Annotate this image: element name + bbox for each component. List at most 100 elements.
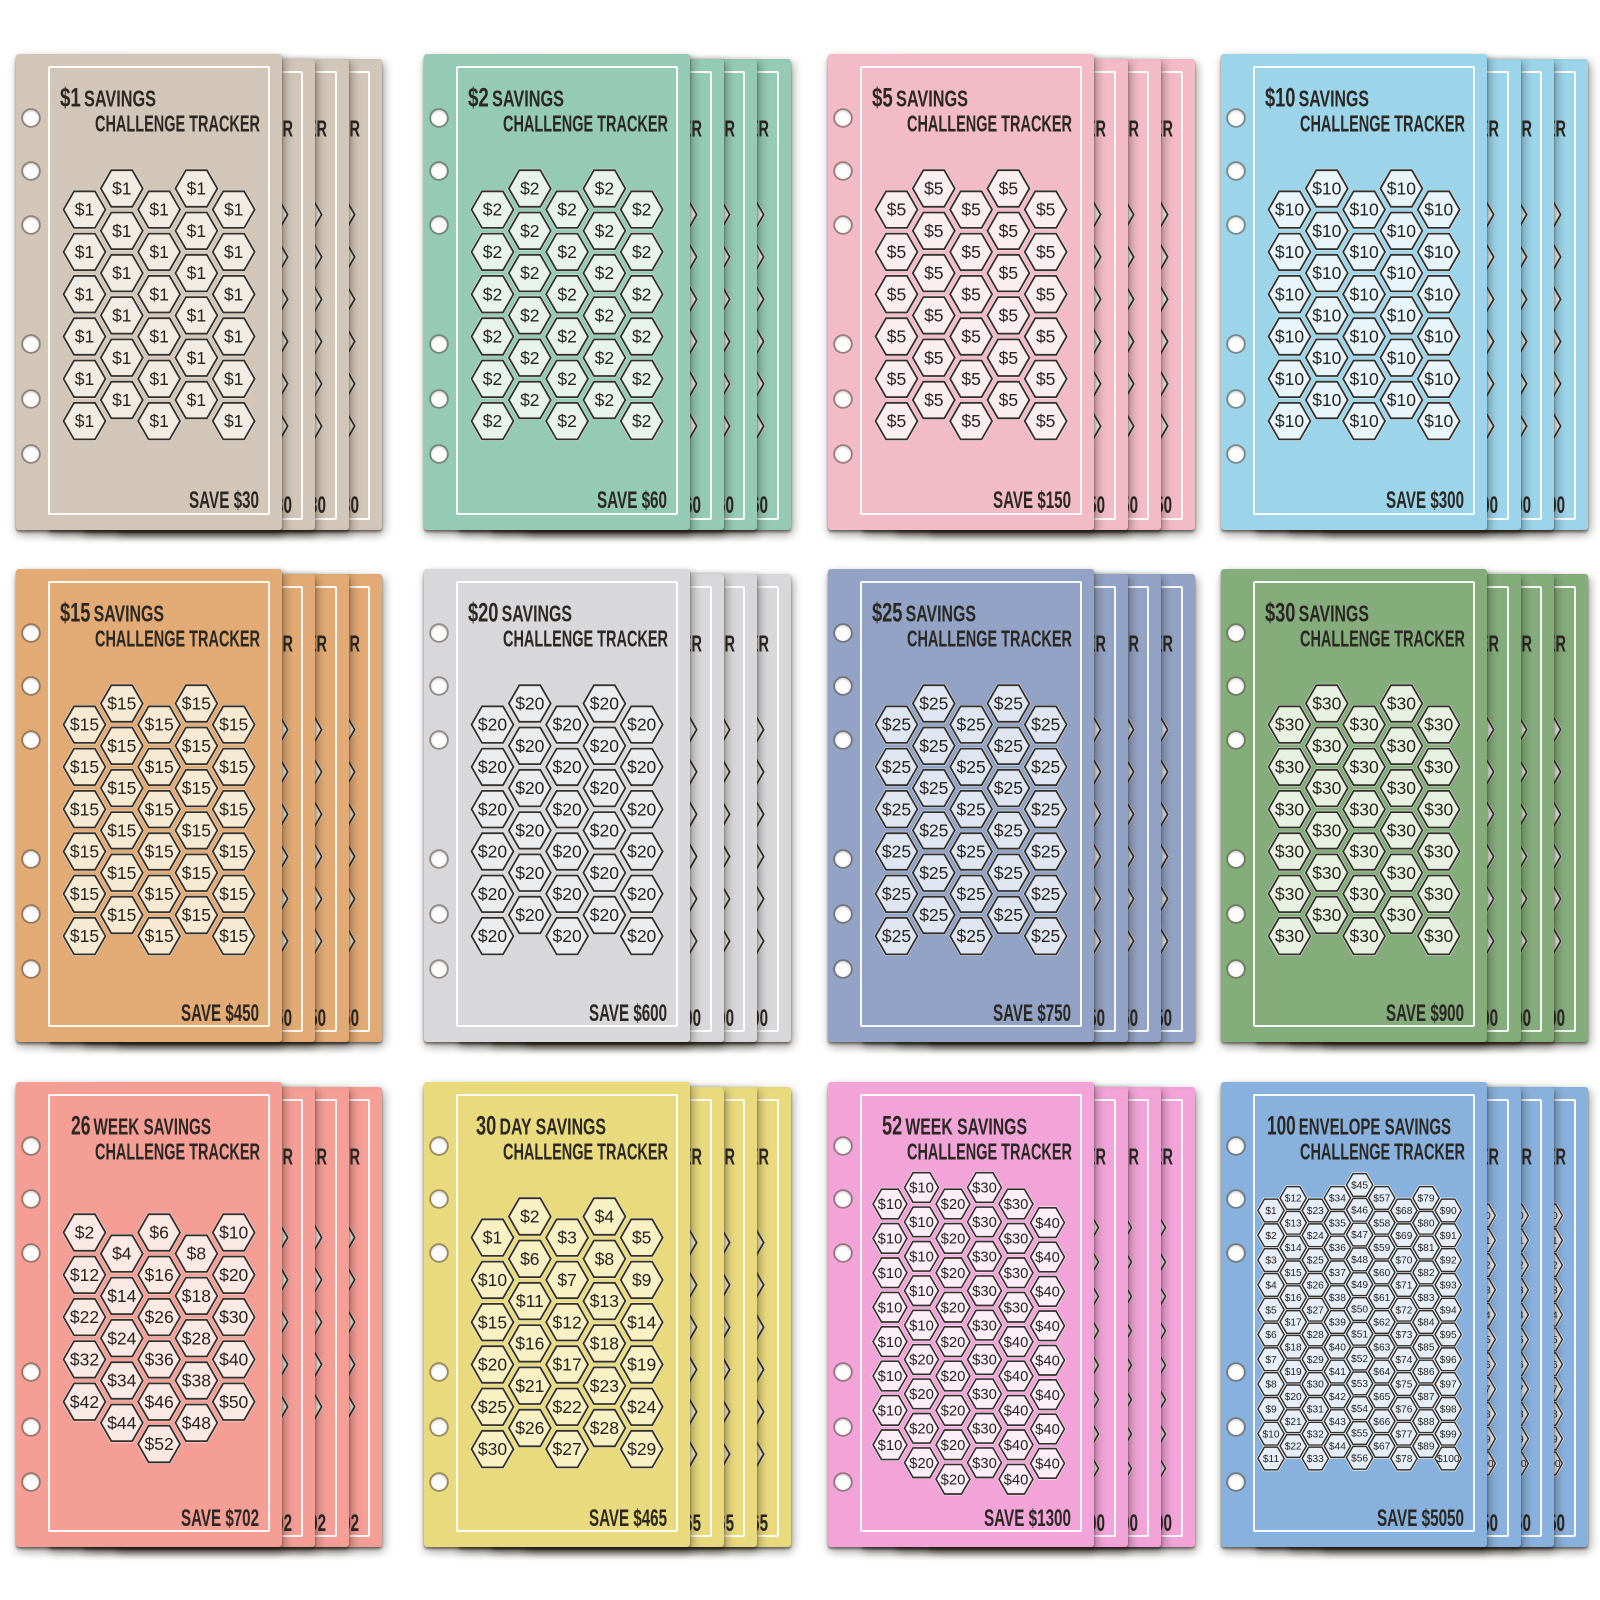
svg-text:$1: $1 xyxy=(74,411,93,431)
svg-text:$1: $1 xyxy=(112,221,131,241)
svg-text:$27: $27 xyxy=(552,1439,581,1459)
svg-text:$4: $4 xyxy=(1265,1281,1277,1292)
svg-text:$30: $30 xyxy=(972,1318,997,1334)
svg-text:$30: $30 xyxy=(1312,694,1341,714)
svg-text:$10: $10 xyxy=(1387,390,1416,410)
svg-text:$21: $21 xyxy=(1285,1417,1302,1428)
svg-text:$20: $20 xyxy=(941,1404,966,1420)
svg-text:$20: $20 xyxy=(941,1266,966,1282)
svg-text:$89: $89 xyxy=(1418,1442,1435,1453)
svg-text:$14: $14 xyxy=(1285,1243,1302,1254)
svg-text:CHALLENGE TRACKER: CHALLENGE TRACKER xyxy=(907,111,1072,137)
svg-text:SAVE $150: SAVE $150 xyxy=(993,487,1071,514)
svg-text:$1: $1 xyxy=(149,200,168,220)
svg-text:$25: $25 xyxy=(994,821,1023,841)
svg-text:$40: $40 xyxy=(1035,1388,1060,1404)
svg-text:$5: $5 xyxy=(961,284,980,304)
svg-text:$30: $30 xyxy=(1349,799,1378,819)
svg-text:$1: $1 xyxy=(186,390,205,410)
svg-text:$15: $15 xyxy=(69,842,98,862)
svg-text:SAVE $5050: SAVE $5050 xyxy=(1377,1505,1464,1532)
svg-text:$1: $1 xyxy=(74,327,93,347)
svg-text:$12: $12 xyxy=(69,1265,98,1285)
svg-text:SAVE $600: SAVE $600 xyxy=(589,1000,667,1027)
svg-text:$4: $4 xyxy=(112,1244,132,1264)
svg-text:$30: $30 xyxy=(1424,884,1453,904)
svg-text:$13: $13 xyxy=(1285,1218,1302,1229)
svg-text:$40: $40 xyxy=(1035,1216,1060,1232)
svg-text:$58: $58 xyxy=(1373,1218,1390,1229)
svg-text:$5: $5 xyxy=(924,263,943,283)
svg-text:$74: $74 xyxy=(1395,1355,1412,1366)
svg-text:$76: $76 xyxy=(1395,1405,1412,1416)
svg-text:$17: $17 xyxy=(1285,1318,1302,1329)
svg-text:$30: $30 xyxy=(1312,863,1341,883)
svg-text:$13: $13 xyxy=(590,1291,619,1311)
svg-text:$5: $5 xyxy=(887,284,906,304)
svg-text:$29: $29 xyxy=(1307,1355,1324,1366)
svg-text:$10: $10 xyxy=(1312,306,1341,326)
svg-text:$44: $44 xyxy=(107,1413,136,1433)
svg-text:$40: $40 xyxy=(219,1350,248,1370)
svg-text:$2: $2 xyxy=(632,284,651,304)
svg-text:$16: $16 xyxy=(144,1265,173,1285)
svg-text:$10: $10 xyxy=(1349,411,1378,431)
svg-text:$20: $20 xyxy=(627,926,656,946)
svg-text:$22: $22 xyxy=(69,1307,98,1327)
svg-text:$34: $34 xyxy=(1329,1194,1346,1205)
svg-text:CHALLENGE TRACKER: CHALLENGE TRACKER xyxy=(1300,626,1465,652)
svg-text:$10: $10 xyxy=(1349,284,1378,304)
svg-text:$5: $5 xyxy=(887,369,906,389)
svg-text:$62: $62 xyxy=(1373,1318,1390,1329)
svg-text:$44: $44 xyxy=(1329,1442,1346,1453)
svg-text:$10: $10 xyxy=(878,1266,903,1282)
svg-text:$79: $79 xyxy=(1418,1194,1435,1205)
svg-text:$92: $92 xyxy=(1440,1256,1457,1267)
svg-text:$25: $25 xyxy=(882,842,911,862)
svg-text:$15: $15 xyxy=(69,926,98,946)
svg-text:$17: $17 xyxy=(552,1355,581,1375)
svg-text:$34: $34 xyxy=(107,1371,136,1391)
svg-text:$10: $10 xyxy=(1275,200,1304,220)
svg-text:$1: $1 xyxy=(112,306,131,326)
svg-text:$5: $5 xyxy=(887,327,906,347)
svg-text:$96: $96 xyxy=(1440,1355,1457,1366)
svg-text:$10: $10 xyxy=(219,1223,248,1243)
svg-text:$20: $20 xyxy=(941,1232,966,1248)
svg-text:52 WEEK SAVINGS: 52 WEEK SAVINGS xyxy=(882,1111,1027,1141)
svg-text:$10: $10 xyxy=(1312,348,1341,368)
svg-text:$16: $16 xyxy=(515,1334,544,1354)
svg-text:$20: $20 xyxy=(627,884,656,904)
svg-text:$26: $26 xyxy=(1307,1281,1324,1292)
svg-text:$20 SAVINGS: $20 SAVINGS xyxy=(468,598,572,628)
svg-text:$68: $68 xyxy=(1395,1206,1412,1217)
svg-text:$85: $85 xyxy=(1418,1342,1435,1353)
svg-text:$30: $30 xyxy=(1312,905,1341,925)
svg-text:$35: $35 xyxy=(1329,1218,1346,1229)
svg-text:$9: $9 xyxy=(1265,1405,1277,1416)
svg-text:$10: $10 xyxy=(1387,263,1416,283)
svg-text:$66: $66 xyxy=(1373,1417,1390,1428)
svg-text:$1: $1 xyxy=(223,242,242,262)
svg-text:$4: $4 xyxy=(595,1207,615,1227)
svg-text:$2: $2 xyxy=(483,200,502,220)
svg-text:$10: $10 xyxy=(878,1232,903,1248)
svg-text:$75: $75 xyxy=(1395,1380,1412,1391)
svg-text:$30: $30 xyxy=(1275,884,1304,904)
svg-text:$15: $15 xyxy=(144,799,173,819)
svg-text:$91: $91 xyxy=(1440,1231,1457,1242)
svg-text:$25: $25 xyxy=(1031,799,1060,819)
svg-text:$10: $10 xyxy=(909,1181,934,1197)
svg-text:$5 SAVINGS: $5 SAVINGS xyxy=(872,83,968,113)
svg-text:$24: $24 xyxy=(1307,1231,1324,1242)
svg-text:$5: $5 xyxy=(924,390,943,410)
svg-text:$5: $5 xyxy=(961,327,980,347)
svg-text:$2: $2 xyxy=(557,242,576,262)
svg-text:$100: $100 xyxy=(1437,1454,1460,1465)
svg-text:$24: $24 xyxy=(107,1328,136,1348)
svg-text:$10: $10 xyxy=(1263,1429,1280,1440)
svg-text:$2: $2 xyxy=(1265,1231,1277,1242)
svg-text:SAVE $465: SAVE $465 xyxy=(589,1505,667,1532)
svg-text:CHALLENGE TRACKER: CHALLENGE TRACKER xyxy=(95,111,260,137)
svg-text:$70: $70 xyxy=(1395,1256,1412,1267)
